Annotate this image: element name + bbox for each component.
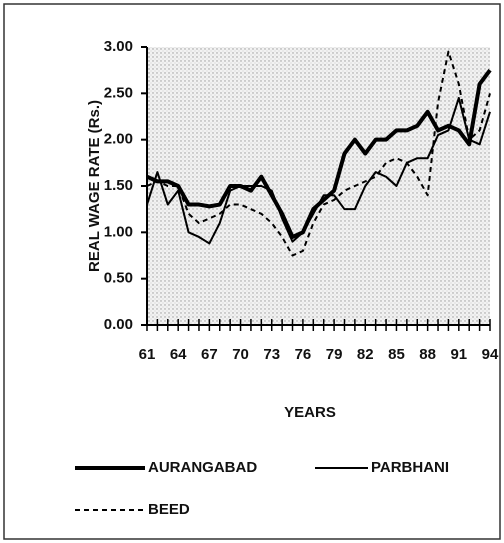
legend-label: PARBHANI	[371, 459, 449, 476]
x-tick-label: 79	[326, 346, 343, 363]
x-tick-label: 70	[232, 346, 249, 363]
series-line	[146, 50, 491, 257]
x-tick-label: 76	[295, 346, 312, 363]
y-axis-label: REAL WAGE RATE (Rs.)	[86, 100, 103, 272]
x-tick-label: 91	[450, 346, 467, 363]
x-tick-label: 64	[170, 346, 187, 363]
y-tick-label: 1.50	[104, 177, 133, 194]
legend-label: AURANGABAD	[148, 459, 257, 476]
series-line	[146, 96, 491, 245]
y-tick-label: 0.50	[104, 270, 133, 287]
x-tick-label: 94	[482, 346, 499, 363]
y-tick-label: 3.00	[104, 38, 133, 55]
x-tick-label: 88	[419, 346, 436, 363]
plot-area	[147, 47, 490, 325]
x-tick-label: 61	[139, 346, 156, 363]
y-tick-label: 1.00	[104, 223, 133, 240]
y-tick-label: 2.00	[104, 131, 133, 148]
x-tick-label: 85	[388, 346, 405, 363]
legend-label: BEED	[148, 501, 190, 518]
x-tick-label: 82	[357, 346, 374, 363]
y-tick-label: 2.50	[104, 84, 133, 101]
x-tick-label: 67	[201, 346, 218, 363]
y-tick-label: 0.00	[104, 316, 133, 333]
x-tick-label: 73	[263, 346, 280, 363]
x-axis-label: YEARS	[284, 404, 336, 421]
